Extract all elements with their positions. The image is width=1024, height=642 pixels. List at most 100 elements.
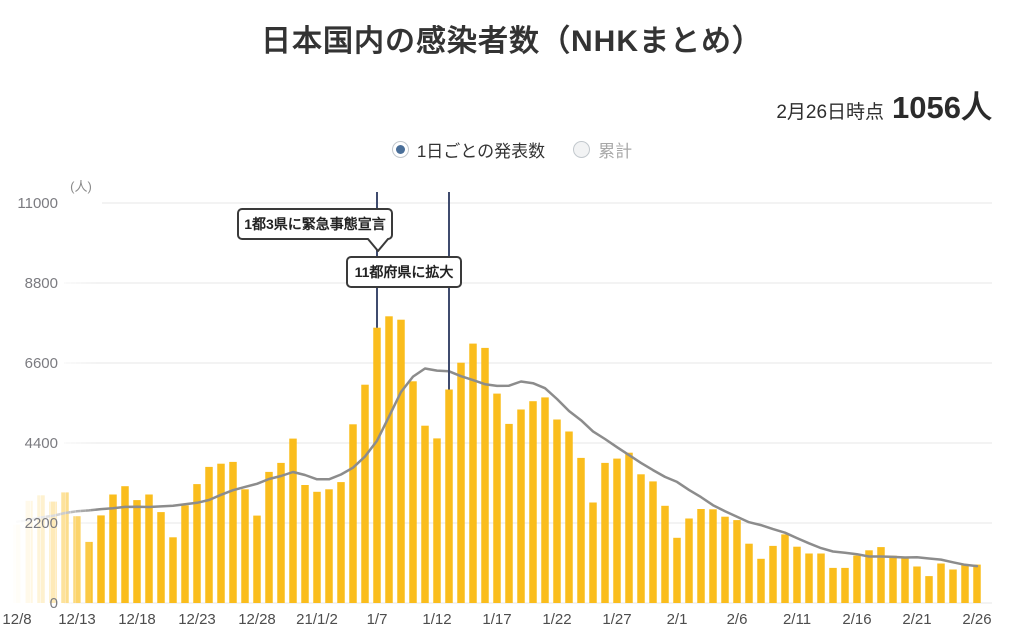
bar-2/24[interactable] xyxy=(949,569,957,604)
bar-1/5[interactable] xyxy=(349,424,357,603)
bar-2/12[interactable] xyxy=(805,553,813,604)
y-tick-label-0: 0 xyxy=(50,595,58,612)
bar-12/28[interactable] xyxy=(253,515,261,603)
bar-1/6[interactable] xyxy=(361,384,369,603)
bar-2/17[interactable] xyxy=(865,550,873,603)
bar-2/8[interactable] xyxy=(757,558,765,603)
bar-1/19[interactable] xyxy=(517,409,525,604)
bar-2/26[interactable] xyxy=(973,564,981,603)
bar-12/24[interactable] xyxy=(205,466,213,603)
bar-12/25[interactable] xyxy=(217,463,225,603)
bar-1/26[interactable] xyxy=(601,462,609,603)
bar-12/19[interactable] xyxy=(145,494,153,604)
left-fade-overlay xyxy=(75,180,81,642)
bar-2/25[interactable] xyxy=(961,564,969,603)
left-fade-overlay xyxy=(55,180,61,642)
bar-12/16[interactable] xyxy=(109,494,117,604)
bar-2/3[interactable] xyxy=(697,509,705,603)
bar-2/18[interactable] xyxy=(877,547,885,603)
bar-1/20[interactable] xyxy=(529,401,537,603)
radio-daily-label: 1日ごとの発表数 xyxy=(416,142,546,161)
bar-2/2[interactable] xyxy=(685,518,693,604)
bar-2/16[interactable] xyxy=(853,555,861,603)
bar-1/3[interactable] xyxy=(325,489,333,603)
bar-12/23[interactable] xyxy=(193,484,201,603)
bar-2/23[interactable] xyxy=(937,563,945,604)
bar-12/27[interactable] xyxy=(241,489,249,603)
left-fade-overlay xyxy=(15,180,21,642)
bar-1/25[interactable] xyxy=(589,502,597,604)
bar-1/1[interactable] xyxy=(301,485,309,603)
x-tick-label-2/16: 2/16 xyxy=(842,611,871,628)
bar-1/4[interactable] xyxy=(337,482,345,603)
bar-2/10[interactable] xyxy=(781,534,789,603)
bar-1/29[interactable] xyxy=(637,474,645,603)
bar-2/6[interactable] xyxy=(733,520,741,603)
bar-1/30[interactable] xyxy=(649,481,657,603)
bar-12/15[interactable] xyxy=(97,515,105,603)
bar-1/16[interactable] xyxy=(481,347,489,603)
bar-1/28[interactable] xyxy=(625,452,633,603)
bar-2/19[interactable] xyxy=(889,555,897,603)
radio-daily[interactable]: 1日ごとの発表数 xyxy=(391,137,546,162)
bar-1/18[interactable] xyxy=(505,423,513,603)
annotation-box-1/13 xyxy=(346,256,462,288)
left-fade-overlay xyxy=(90,180,96,642)
bar-1/15[interactable] xyxy=(469,343,477,603)
bar-1/21[interactable] xyxy=(541,397,549,603)
x-tick-label-1/22: 1/22 xyxy=(542,611,571,628)
bar-1/8[interactable] xyxy=(385,316,393,603)
bar-12/21[interactable] xyxy=(169,537,177,603)
left-fade-overlay xyxy=(20,180,26,642)
y-tick-label-4400: 4400 xyxy=(25,435,58,452)
bar-1/11[interactable] xyxy=(421,425,429,603)
view-toggle: 1日ごとの発表数 累計 xyxy=(0,137,1024,162)
bar-12/29[interactable] xyxy=(265,471,273,603)
bar-2/14[interactable] xyxy=(829,567,837,603)
bar-1/31[interactable] xyxy=(661,505,669,603)
left-fade-overlay xyxy=(65,180,71,642)
bar-1/2[interactable] xyxy=(313,491,321,603)
bar-12/26[interactable] xyxy=(229,461,237,603)
bar-12/14[interactable] xyxy=(85,541,93,603)
annotation-text-1/7: 1都3県に緊急事態宣言 xyxy=(244,216,386,232)
bar-1/14[interactable] xyxy=(457,362,465,603)
bar-2/15[interactable] xyxy=(841,567,849,603)
bar-1/17[interactable] xyxy=(493,393,501,603)
annotation-box-tail xyxy=(368,238,388,251)
bar-2/21[interactable] xyxy=(913,566,921,604)
left-fade-overlay xyxy=(85,180,91,642)
bar-2/9[interactable] xyxy=(769,545,777,603)
bar-12/17[interactable] xyxy=(121,486,129,603)
y-tick-label-8800: 8800 xyxy=(25,275,58,292)
bar-2/1[interactable] xyxy=(673,537,681,603)
bar-1/27[interactable] xyxy=(613,458,621,603)
x-tick-label-2/1: 2/1 xyxy=(667,611,688,628)
bar-2/13[interactable] xyxy=(817,553,825,604)
bar-1/22[interactable] xyxy=(553,419,561,604)
bar-12/22[interactable] xyxy=(181,505,189,603)
bar-1/24[interactable] xyxy=(577,457,585,603)
bar-2/11[interactable] xyxy=(793,546,801,603)
bar-1/10[interactable] xyxy=(409,381,417,603)
bar-12/18[interactable] xyxy=(133,500,141,603)
x-tick-label-2/6: 2/6 xyxy=(727,611,748,628)
bar-2/5[interactable] xyxy=(721,516,729,603)
x-tick-label-12/8: 12/8 xyxy=(2,611,31,628)
bar-12/20[interactable] xyxy=(157,512,165,603)
bar-1/23[interactable] xyxy=(565,431,573,604)
radio-cumulative[interactable]: 累計 xyxy=(573,137,632,162)
bar-2/22[interactable] xyxy=(925,576,933,603)
bar-1/12[interactable] xyxy=(433,438,441,603)
left-fade-overlay xyxy=(0,180,6,642)
bar-12/30[interactable] xyxy=(277,462,285,603)
bar-1/7[interactable] xyxy=(373,327,381,603)
bar-12/13[interactable] xyxy=(73,516,81,603)
bar-2/4[interactable] xyxy=(709,509,717,603)
bar-2/20[interactable] xyxy=(901,558,909,603)
bar-2/7[interactable] xyxy=(745,543,753,603)
bar-12/31[interactable] xyxy=(289,438,297,603)
bar-1/13[interactable] xyxy=(445,389,453,604)
bar-1/9[interactable] xyxy=(397,319,405,603)
